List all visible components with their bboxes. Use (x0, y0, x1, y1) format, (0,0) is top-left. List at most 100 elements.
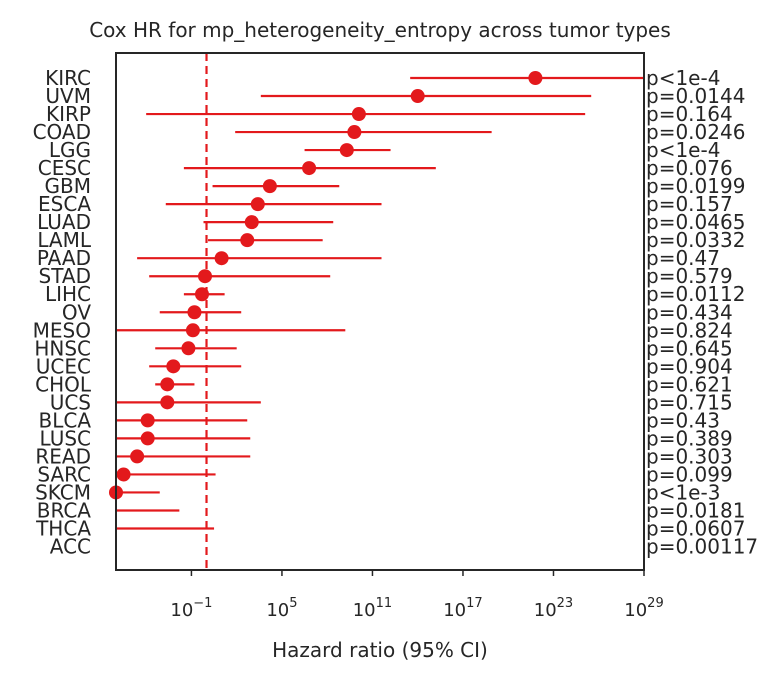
p-value-label: p=0.0144 (646, 84, 745, 108)
category-label: CESC (38, 156, 91, 180)
forest-row: LUAD p=0.0465 (37, 210, 745, 234)
category-label: BLCA (38, 408, 91, 432)
hr-point (166, 359, 181, 374)
p-value-label: p=0.0112 (646, 282, 745, 306)
category-label: LAML (37, 228, 92, 252)
category-label: SARC (37, 462, 91, 486)
forest-row: PAAD p=0.47 (37, 246, 720, 270)
forest-row: HNSC p=0.645 (34, 336, 732, 360)
category-label: KIRP (46, 102, 91, 126)
p-value-label: p=0.434 (646, 300, 733, 324)
p-value-label: p=0.715 (646, 390, 733, 414)
x-tick-label: 10−1 (170, 596, 212, 621)
forest-row: CESC p=0.076 (38, 156, 733, 180)
p-value-label: p=0.303 (646, 444, 733, 468)
hr-point (185, 323, 200, 338)
category-label: CHOL (35, 372, 92, 396)
category-label: LGG (49, 138, 91, 162)
p-value-label: p=0.0246 (646, 120, 745, 144)
p-value-label: p=0.076 (646, 156, 733, 180)
category-label: COAD (33, 120, 91, 144)
category-label: BRCA (37, 498, 92, 522)
category-label: STAD (39, 264, 91, 288)
category-label: READ (35, 444, 91, 468)
category-label: LUSC (40, 426, 91, 450)
x-axis-label: Hazard ratio (95% CI) (272, 638, 488, 662)
forest-row: KIRC p<1e-4 (45, 66, 720, 90)
forest-row: BLCA p=0.43 (38, 408, 720, 432)
p-value-label: p<1e-4 (646, 66, 720, 90)
category-label: KIRC (45, 66, 91, 90)
category-label: UCS (50, 390, 91, 414)
forest-row: SARC p=0.099 (37, 462, 732, 486)
forest-row: UCS p=0.715 (50, 390, 733, 414)
rows-layer: KIRC p<1e-4 UVM p=0.0144 KIRP p=0.164 COAD p=0.… (33, 66, 759, 559)
forest-row: LAML p=0.0332 (37, 228, 745, 252)
x-tick: 1011 (353, 570, 392, 621)
forest-row: COAD p=0.0246 (33, 120, 746, 144)
p-value-label: p<1e-3 (646, 480, 720, 504)
forest-row: ACC p=0.00117 (50, 535, 758, 559)
hr-point (262, 179, 277, 194)
x-tick: 10−1 (170, 570, 212, 621)
hr-point (339, 143, 354, 158)
forest-row: STAD p=0.579 (39, 264, 733, 288)
p-value-label: p=0.904 (646, 354, 733, 378)
p-value-label: p=0.099 (646, 462, 733, 486)
x-tick-label: 1029 (624, 596, 663, 621)
hr-point (194, 287, 209, 302)
hr-point (160, 377, 175, 392)
category-label: OV (62, 300, 91, 324)
p-value-label: p=0.645 (646, 336, 733, 360)
p-value-label: p=0.824 (646, 318, 733, 342)
forest-row: MESO p=0.824 (33, 318, 733, 342)
p-value-label: p=0.0181 (646, 498, 745, 522)
p-value-label: p=0.621 (646, 372, 733, 396)
hr-point (181, 341, 196, 356)
forest-row: KIRP p=0.164 (46, 102, 733, 126)
p-value-label: p<1e-4 (646, 138, 720, 162)
forest-row: CHOL p=0.621 (35, 372, 733, 396)
p-value-label: p=0.164 (646, 102, 733, 126)
p-value-label: p=0.47 (646, 246, 720, 270)
hr-point (116, 467, 131, 482)
forest-row: ESCA p=0.157 (38, 192, 733, 216)
forest-row: LIHC p=0.0112 (45, 282, 745, 306)
hr-point (140, 431, 155, 446)
p-value-label: p=0.0332 (646, 228, 745, 252)
chart-title: Cox HR for mp_heterogeneity_entropy acro… (89, 18, 671, 42)
hr-point (250, 197, 265, 212)
x-axis-ticks: 10−1 105 1011 1017 1023 1029 (170, 570, 664, 621)
category-label: LUAD (37, 210, 91, 234)
forest-row: LGG p<1e-4 (49, 138, 721, 162)
category-label: THCA (35, 517, 91, 541)
forest-row: READ p=0.303 (35, 444, 732, 468)
hr-point (214, 251, 229, 266)
forest-row: OV p=0.434 (62, 300, 733, 324)
hr-point (302, 161, 317, 176)
hr-point (528, 71, 543, 85)
category-label: LIHC (45, 282, 91, 306)
hr-point (410, 89, 425, 104)
x-tick-label: 105 (266, 596, 297, 621)
x-tick: 1017 (443, 570, 483, 621)
category-label: UCEC (36, 354, 91, 378)
forest-row: GBM p=0.0199 (45, 174, 746, 198)
category-label: MESO (33, 318, 91, 342)
x-tick-label: 1023 (534, 596, 573, 621)
p-value-label: p=0.157 (646, 192, 733, 216)
category-label: UVM (45, 84, 91, 108)
category-label: ACC (50, 535, 91, 559)
hr-point (198, 269, 213, 284)
p-value-label: p=0.579 (646, 264, 733, 288)
p-value-label: p=0.389 (646, 426, 733, 450)
hr-point (244, 215, 259, 230)
category-label: SKCM (35, 480, 91, 504)
p-value-label: p=0.43 (646, 408, 720, 432)
x-tick-label: 1011 (353, 596, 392, 621)
p-value-label: p=0.00117 (646, 535, 758, 559)
x-tick: 1029 (624, 570, 664, 621)
x-tick: 105 (266, 570, 298, 621)
forest-row: SKCM p<1e-3 (35, 480, 720, 504)
